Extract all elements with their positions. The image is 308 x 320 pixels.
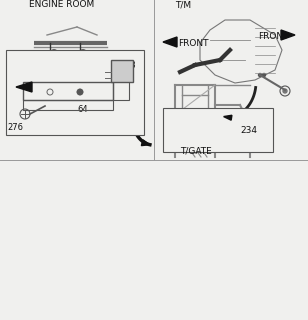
- Polygon shape: [141, 140, 150, 146]
- Circle shape: [88, 66, 91, 68]
- Text: FRONT: FRONT: [35, 85, 66, 94]
- Text: 276: 276: [7, 123, 23, 132]
- Polygon shape: [224, 115, 232, 120]
- Polygon shape: [281, 30, 295, 40]
- Text: FRONT: FRONT: [258, 32, 289, 41]
- Polygon shape: [163, 37, 177, 47]
- Bar: [111, 60, 133, 82]
- Text: 468: 468: [96, 72, 112, 81]
- Circle shape: [78, 90, 83, 94]
- Text: 63: 63: [125, 61, 136, 70]
- FancyBboxPatch shape: [6, 50, 144, 135]
- Bar: [168, 126, 174, 134]
- Circle shape: [246, 140, 250, 144]
- Circle shape: [258, 74, 261, 76]
- Circle shape: [262, 74, 265, 76]
- Bar: [113, 70, 129, 100]
- Text: ENGINE ROOM: ENGINE ROOM: [29, 0, 95, 9]
- Bar: [208, 125, 218, 135]
- Circle shape: [52, 52, 55, 54]
- Text: T/GATE: T/GATE: [180, 146, 212, 155]
- Bar: [23, 100, 113, 110]
- Text: 234: 234: [240, 126, 257, 135]
- Circle shape: [82, 52, 84, 54]
- Text: T/M: T/M: [175, 0, 191, 9]
- Polygon shape: [16, 82, 32, 92]
- Circle shape: [213, 128, 217, 132]
- Text: 64: 64: [77, 105, 87, 114]
- Text: 13: 13: [34, 68, 45, 77]
- Text: FRONT: FRONT: [178, 39, 209, 48]
- Circle shape: [56, 61, 64, 69]
- FancyBboxPatch shape: [163, 108, 273, 152]
- Bar: [23, 82, 113, 100]
- Circle shape: [283, 89, 287, 93]
